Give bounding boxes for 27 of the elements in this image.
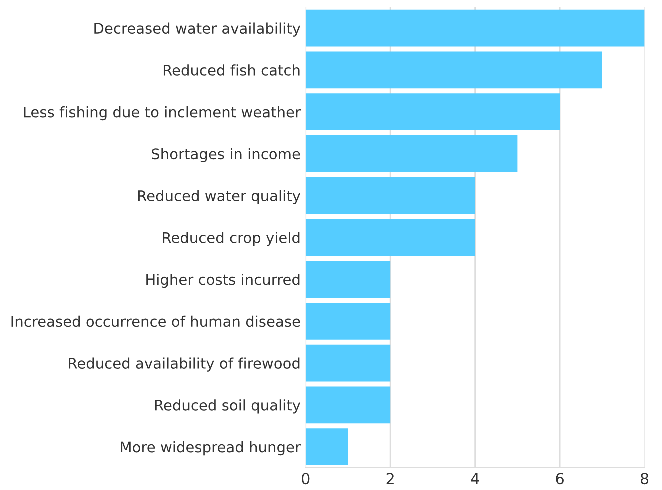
bar <box>306 261 391 298</box>
y-tick-label: Reduced fish catch <box>164 64 300 76</box>
y-tick-label: Reduced water quality <box>138 190 301 204</box>
y-tick-label: Less fishing due to inclement weather <box>24 106 301 121</box>
bar <box>306 94 560 130</box>
bar <box>306 10 645 47</box>
y-tick-label: Decreased water availability <box>94 22 301 37</box>
x-tick-label: 6 <box>556 473 564 485</box>
y-tick-label: Reduced availability of firewood <box>69 358 300 372</box>
y-tick-label: Reduced crop yield <box>163 232 300 246</box>
x-tick-label: 4 <box>471 473 480 484</box>
bar <box>306 135 518 172</box>
y-tick-label: Higher costs incurred <box>146 274 300 288</box>
y-tick-label: Reduced soil quality <box>155 400 301 414</box>
x-tick-label: 2 <box>386 473 394 484</box>
y-tick-label: Increased occurrence of human disease <box>12 316 300 328</box>
bar <box>306 344 391 382</box>
bar <box>306 428 348 466</box>
bar <box>306 386 391 424</box>
bar <box>306 177 476 214</box>
y-tick-label: Shortages in income <box>152 148 300 162</box>
y-tick-label: More widespread hunger <box>121 441 301 456</box>
bar <box>306 302 391 340</box>
x-tick-label: 0 <box>302 473 310 485</box>
bar <box>306 219 476 256</box>
bar <box>306 52 602 89</box>
x-tick-label: 8 <box>640 473 649 485</box>
